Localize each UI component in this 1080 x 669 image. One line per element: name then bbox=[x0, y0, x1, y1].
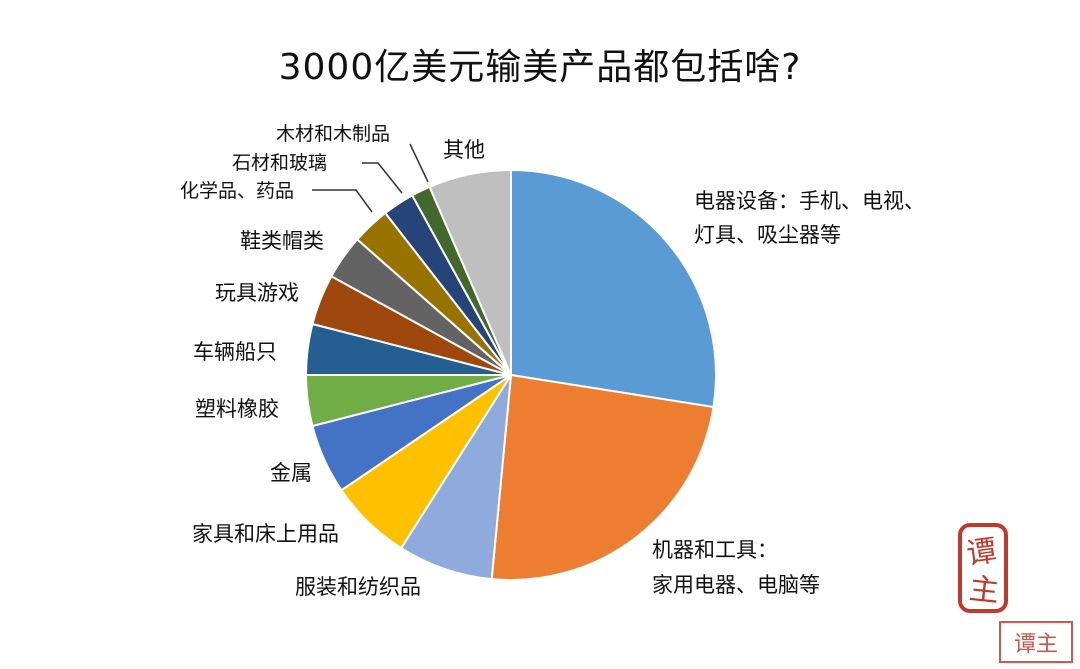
leader-lines bbox=[312, 143, 429, 213]
chart-title: 3000亿美元输美产品都包括啥? bbox=[278, 47, 802, 88]
label-stone-glass: 石材和玻璃 bbox=[232, 152, 327, 174]
label-machinery-line1: 机器和工具： bbox=[652, 538, 778, 562]
svg-text:主: 主 bbox=[967, 572, 1000, 610]
label-electrical-line1: 电器设备：手机、电视、 bbox=[694, 189, 925, 213]
watermark-stamp: 谭主 bbox=[999, 621, 1073, 663]
label-footwear: 鞋类帽类 bbox=[240, 229, 324, 253]
seal-logo: 谭 主 bbox=[958, 523, 1008, 613]
label-toys: 玩具游戏 bbox=[215, 281, 299, 305]
label-machinery-line2: 家用电器、电脑等 bbox=[652, 573, 820, 597]
pie-slice-apparel bbox=[399, 374, 512, 581]
leader-line-wood bbox=[409, 143, 429, 183]
label-vehicles: 车辆船只 bbox=[193, 340, 277, 364]
leader-line-stone-glass bbox=[362, 162, 403, 194]
label-metals: 金属 bbox=[270, 461, 312, 485]
svg-text:谭: 谭 bbox=[964, 533, 999, 572]
label-apparel: 服装和纺织品 bbox=[295, 575, 421, 599]
pie-slice-other bbox=[428, 168, 512, 376]
pie-slice-machinery bbox=[490, 373, 715, 581]
label-furniture: 家具和床上用品 bbox=[192, 522, 339, 546]
label-wood: 木材和木制品 bbox=[276, 123, 390, 145]
label-plastics: 塑料橡胶 bbox=[195, 397, 279, 421]
pie-slices bbox=[304, 168, 717, 581]
svg-text:谭主: 谭主 bbox=[1014, 632, 1058, 657]
leader-line-chemicals bbox=[312, 189, 373, 213]
pie-slice-electrical bbox=[510, 168, 717, 409]
label-other: 其他 bbox=[443, 138, 485, 162]
label-chemicals: 化学品、药品 bbox=[180, 180, 294, 202]
label-electrical-line2: 灯具、吸尘器等 bbox=[694, 223, 841, 247]
